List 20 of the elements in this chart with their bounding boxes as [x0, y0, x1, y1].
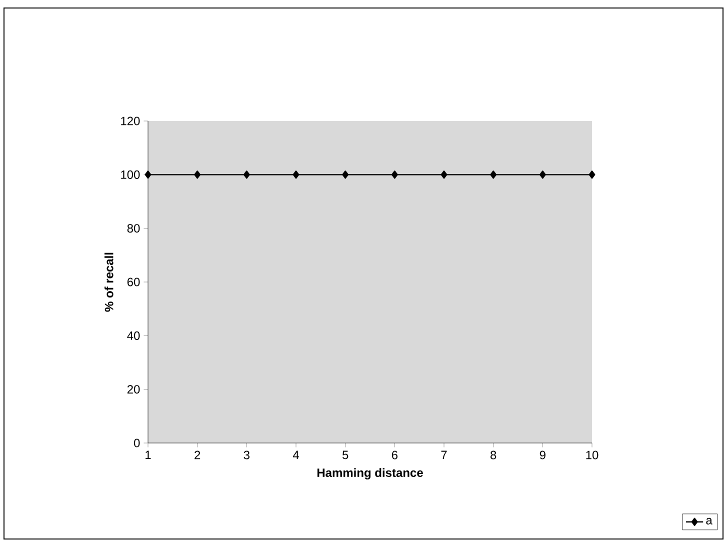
x-axis-title: Hamming distance [317, 468, 423, 480]
x-tick-label: 10 [586, 450, 598, 460]
y-tick-label: 100 [121, 170, 140, 179]
x-tick-label: 6 [392, 450, 398, 460]
y-axis-title: % of recall [104, 252, 114, 312]
x-tick-label: 5 [342, 450, 348, 460]
legend-label: a [706, 518, 712, 524]
x-tick-label: 7 [441, 450, 447, 460]
x-tick-label: 1 [146, 450, 151, 460]
y-tick-label: 60 [127, 278, 140, 286]
y-tick-label: 40 [127, 331, 140, 340]
y-tick-label: 20 [127, 385, 140, 394]
x-tick-label: 3 [244, 450, 250, 460]
y-tick-label: 0 [134, 438, 140, 448]
y-tick-label: 120 [121, 116, 140, 126]
x-tick-label: 8 [490, 450, 496, 460]
y-tick-label: 80 [127, 224, 140, 233]
x-tick-label: 9 [540, 450, 546, 460]
x-tick-label: 4 [292, 450, 299, 460]
x-tick-label: 2 [194, 450, 200, 460]
